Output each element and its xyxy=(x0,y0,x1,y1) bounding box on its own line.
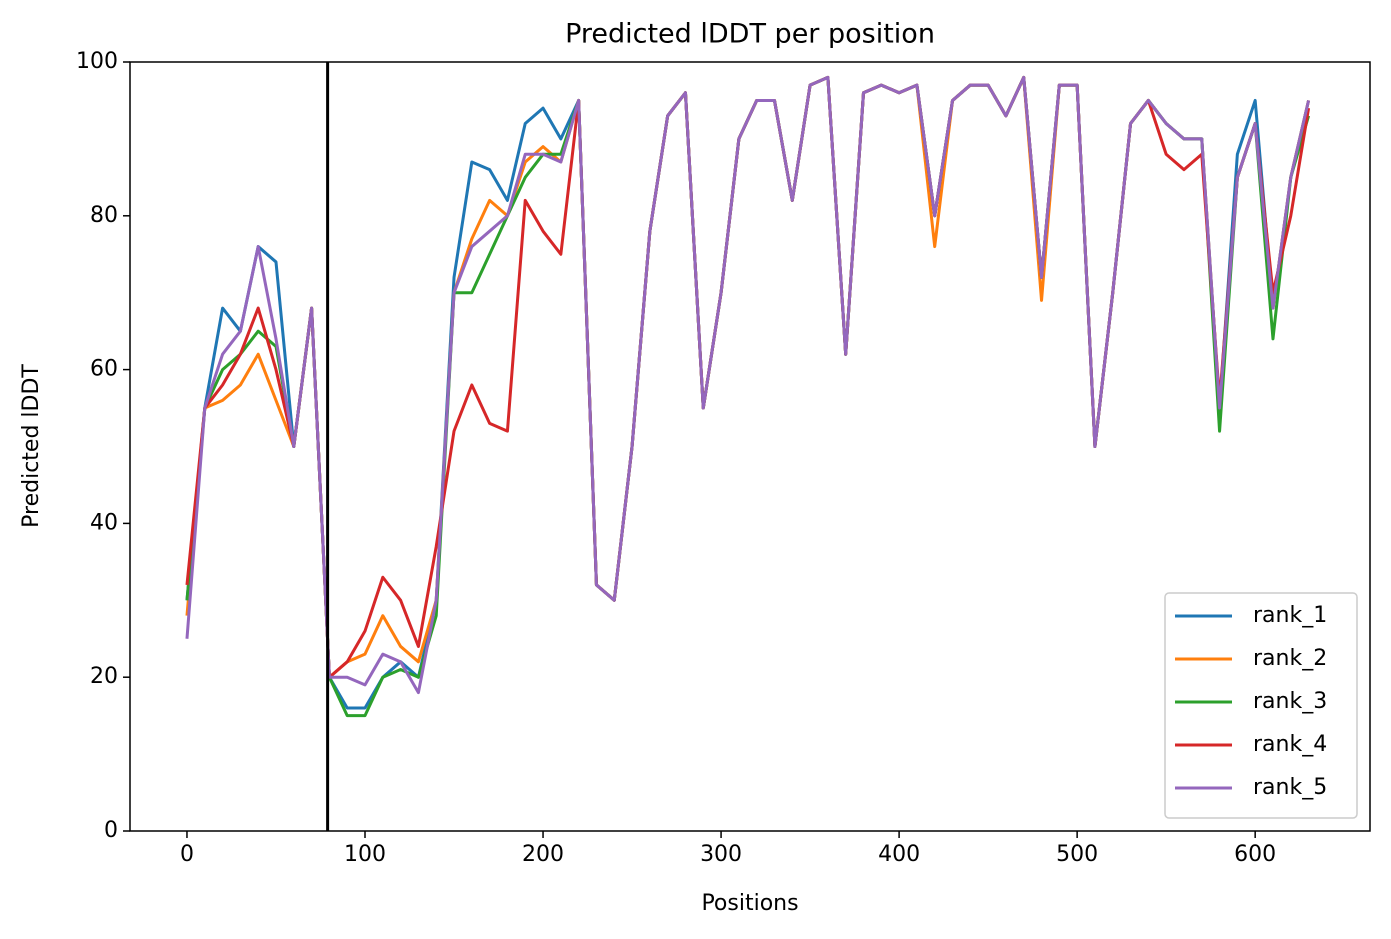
x-tick-label: 200 xyxy=(522,842,564,867)
y-tick-label: 60 xyxy=(90,357,118,382)
x-tick-label: 400 xyxy=(878,842,920,867)
series-line xyxy=(185,75,1311,710)
series-line xyxy=(185,75,1311,695)
y-tick-label: 0 xyxy=(104,818,118,843)
legend-label: rank_3 xyxy=(1253,689,1327,714)
y-tick-label: 100 xyxy=(76,49,118,74)
x-tick-label: 600 xyxy=(1234,842,1276,867)
legend-label: rank_1 xyxy=(1253,603,1327,628)
x-axis-label: Positions xyxy=(701,891,798,916)
y-tick-label: 20 xyxy=(90,664,118,689)
legend-label: rank_4 xyxy=(1253,732,1327,757)
y-axis-label: Predicted lDDT xyxy=(19,364,44,528)
legend-box xyxy=(1164,592,1358,819)
series-line xyxy=(185,75,1311,679)
series-line xyxy=(185,75,1311,718)
legend-label: rank_2 xyxy=(1253,646,1327,671)
y-tick-label: 40 xyxy=(90,510,118,535)
x-tick-label: 0 xyxy=(180,842,194,867)
plot-frame xyxy=(129,61,1371,832)
x-tick-label: 100 xyxy=(344,842,386,867)
series-line xyxy=(185,75,1311,679)
x-tick-label: 500 xyxy=(1056,842,1098,867)
y-tick-label: 80 xyxy=(90,203,118,228)
chart-title: Predicted lDDT per position xyxy=(565,19,935,50)
x-tick-label: 300 xyxy=(700,842,742,867)
legend-label: rank_5 xyxy=(1253,775,1327,800)
